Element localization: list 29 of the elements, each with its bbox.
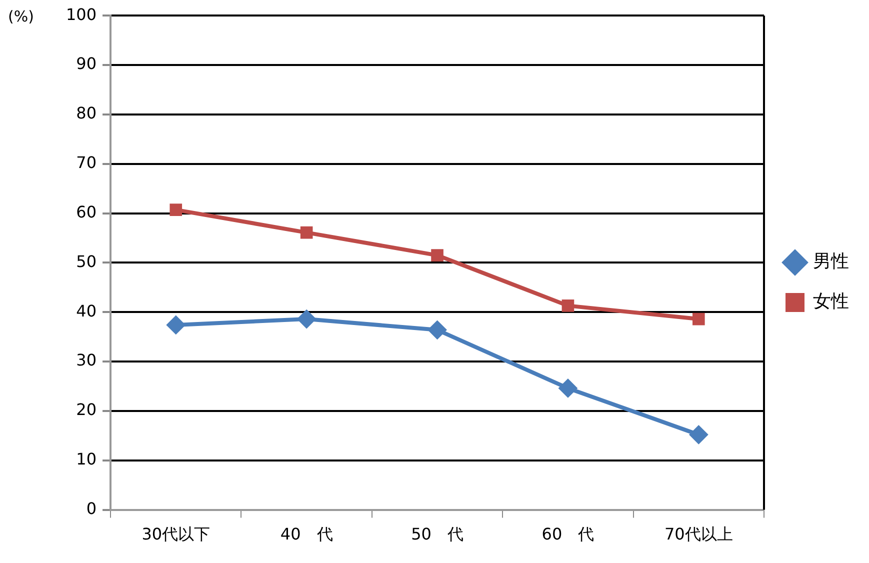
point (431, 249, 444, 262)
y-tick-label: 0 (86, 498, 97, 518)
x-tick-label: 60 代 (542, 524, 594, 544)
y-tick-label: 60 (76, 202, 97, 222)
y-tick-label: 20 (76, 400, 97, 420)
y-tick-label: 100 (66, 4, 97, 24)
point (166, 315, 186, 334)
y-tick-label: 40 (76, 301, 97, 320)
x-tick-label: 40 代 (280, 524, 333, 544)
y-tick-label: 10 (76, 450, 97, 469)
point (300, 226, 313, 239)
y-axis-title: (%) (8, 7, 34, 26)
legend-label: 男性 (813, 251, 849, 272)
x-tick-label: 30代以下 (142, 524, 210, 544)
point (692, 312, 705, 326)
y-tick-label: 90 (76, 54, 97, 74)
y-tick-label: 70 (76, 153, 97, 172)
y-tick-label: 80 (76, 104, 97, 123)
point (558, 378, 578, 398)
point (689, 425, 708, 444)
y-tick-label: 50 (76, 252, 97, 271)
point (428, 320, 447, 340)
x-tick-label: 50 代 (411, 524, 464, 544)
point (562, 300, 574, 312)
point (170, 204, 182, 216)
y-tick-label: 30 (76, 350, 97, 370)
x-tick-label: 70代以上 (664, 524, 733, 544)
legend-label: 女性 (813, 291, 849, 312)
point (297, 310, 316, 329)
